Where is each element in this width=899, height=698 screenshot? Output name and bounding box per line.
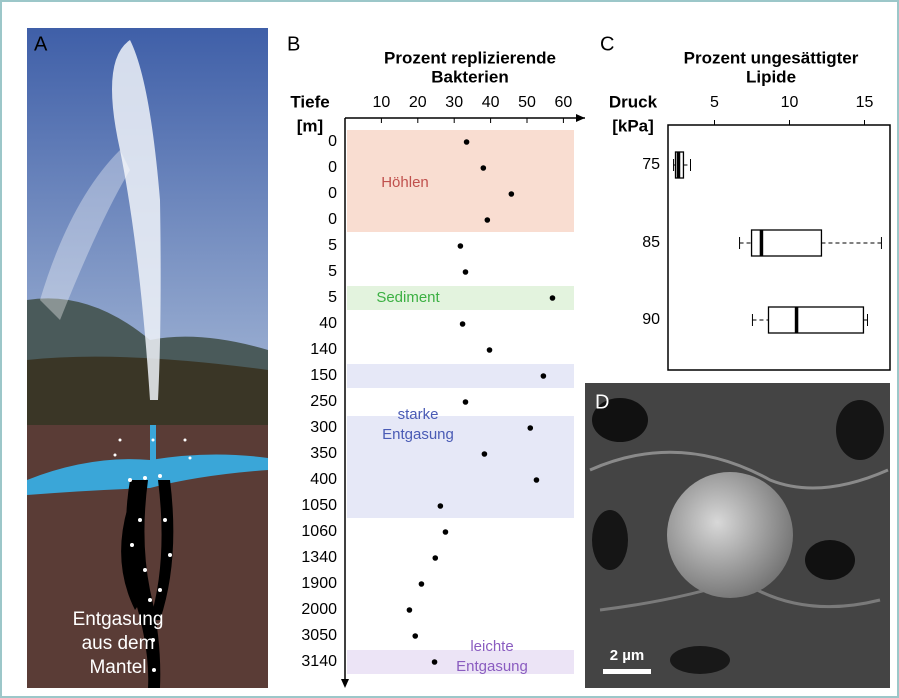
x-tick-label: 5 [710, 94, 719, 111]
y-tick-label: 75 [642, 156, 660, 173]
panel-d-image [585, 383, 890, 688]
chart-title: Bakterien [431, 67, 508, 86]
y-tick-label: 1340 [301, 549, 337, 566]
dot [406, 607, 413, 613]
x-tick-label: 30 [445, 94, 463, 111]
y-tick-label: 0 [328, 185, 337, 202]
x-tick-label: 50 [518, 94, 536, 111]
x-tick-label: 10 [373, 94, 391, 111]
y-axis-label: [kPa] [612, 116, 654, 135]
dot [484, 217, 491, 223]
region-label: leichte [470, 638, 513, 655]
y-tick-label: 400 [310, 471, 337, 488]
region-band [347, 416, 574, 518]
x-tick-label: 60 [555, 94, 573, 111]
region-label: Sediment [376, 289, 440, 306]
y-tick-label: 5 [328, 237, 337, 254]
region-label: starke [398, 406, 439, 423]
panel-a-illustration [27, 28, 268, 688]
scale-bar-label: 2 µm [610, 647, 645, 664]
x-tick-label: 15 [856, 94, 874, 111]
caption: aus dem [82, 633, 155, 654]
dot [481, 451, 488, 457]
region-band [347, 364, 574, 388]
y-tick-label: 1060 [301, 523, 337, 540]
dot [462, 399, 469, 405]
dot [431, 659, 438, 665]
dot [486, 347, 493, 353]
y-tick-label: 40 [319, 315, 337, 332]
dot [463, 139, 470, 145]
panel-label: B [287, 33, 300, 55]
box [767, 306, 865, 334]
x-tick-label: 20 [409, 94, 427, 111]
dot [527, 425, 534, 431]
y-tick-label: 85 [642, 234, 660, 251]
y-tick-label: 0 [328, 133, 337, 150]
y-tick-label: 250 [310, 393, 337, 410]
region-label: Entgasung [456, 658, 528, 675]
dot [462, 269, 469, 275]
dot [459, 321, 466, 327]
dot [442, 529, 449, 535]
y-tick-label: 2000 [301, 601, 337, 618]
dot [437, 503, 444, 509]
chart-title: Lipide [746, 67, 796, 86]
region-band [347, 650, 574, 674]
y-axis-label: Druck [609, 92, 658, 111]
chart-title: Prozent replizierende [384, 48, 556, 67]
dot [480, 165, 487, 171]
dot [412, 633, 419, 639]
x-axis-arrow [576, 114, 585, 122]
chart-title: Prozent ungesättigter [684, 48, 859, 67]
region-band [347, 286, 574, 310]
y-tick-label: 5 [328, 289, 337, 306]
y-tick-label: 90 [642, 311, 660, 328]
y-tick-label: 3050 [301, 627, 337, 644]
x-tick-label: 10 [781, 94, 799, 111]
y-tick-label: 300 [310, 419, 337, 436]
region-label: Höhlen [381, 174, 429, 191]
panel-label: D [595, 391, 609, 413]
caption: Entgasung [73, 609, 164, 630]
caption: Mantel [89, 657, 146, 678]
dot [533, 477, 540, 483]
dot [418, 581, 425, 587]
region-label: Entgasung [382, 426, 454, 443]
region-band [347, 130, 574, 232]
y-tick-label: 1900 [301, 575, 337, 592]
dot [508, 191, 515, 197]
panel-label: C [600, 33, 614, 55]
y-tick-label: 3140 [301, 653, 337, 670]
y-tick-label: 150 [310, 367, 337, 384]
y-tick-label: 0 [328, 159, 337, 176]
plot-frame [667, 124, 891, 371]
y-axis-arrow [341, 679, 349, 688]
y-tick-label: 140 [310, 341, 337, 358]
y-tick-label: 5 [328, 263, 337, 280]
y-tick-label: 0 [328, 211, 337, 228]
y-tick-label: 1050 [301, 497, 337, 514]
y-axis-label: Tiefe [290, 92, 329, 111]
dot [549, 295, 556, 301]
dot [432, 555, 439, 561]
y-tick-label: 350 [310, 445, 337, 462]
dot [457, 243, 464, 249]
panel-label: A [34, 33, 48, 55]
dot [540, 373, 547, 379]
x-tick-label: 40 [482, 94, 500, 111]
y-axis-label: [m] [297, 116, 323, 135]
